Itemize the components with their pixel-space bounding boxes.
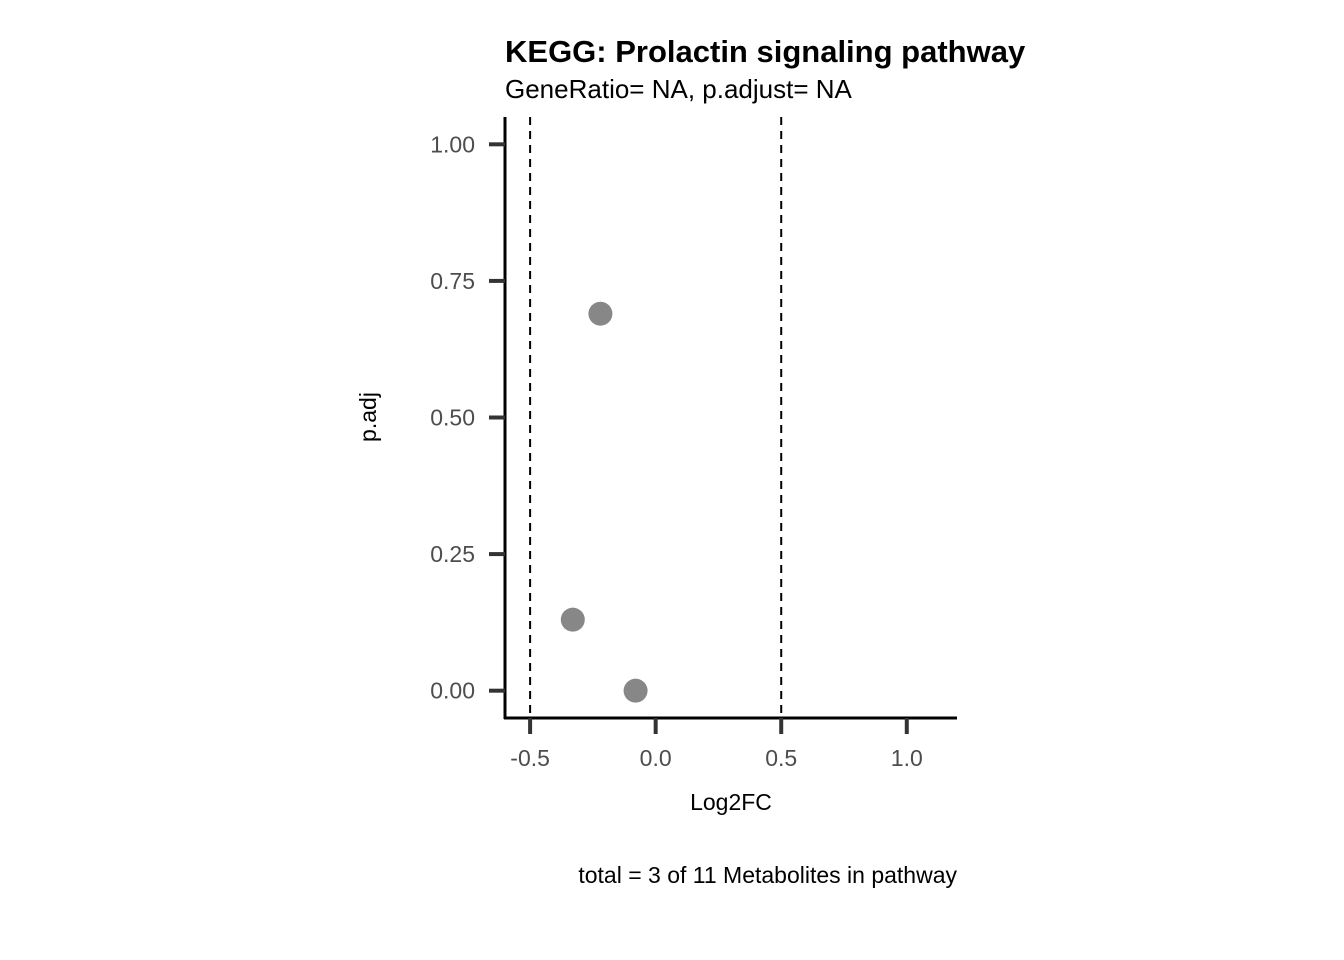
chart-title: KEGG: Prolactin signaling pathway [505, 34, 1026, 69]
chart-subtitle: GeneRatio= NA, p.adjust= NA [505, 74, 853, 104]
y-tick-label: 0.75 [430, 268, 475, 294]
y-axis-title: p.adj [355, 392, 381, 442]
y-tick-label: 0.25 [430, 541, 475, 567]
x-tick-label: -0.5 [510, 745, 550, 771]
x-tick-label: 0.5 [765, 745, 797, 771]
y-tick-label: 0.50 [430, 405, 475, 431]
x-tick-label: 1.0 [891, 745, 923, 771]
data-point [588, 301, 613, 326]
x-axis-title: Log2FC [690, 789, 772, 815]
data-point [623, 678, 648, 703]
y-tick-label: 0.00 [430, 678, 475, 704]
y-tick-label: 1.00 [430, 131, 475, 157]
chart-caption: total = 3 of 11 Metabolites in pathway [578, 862, 957, 888]
plot-area: 0.00 0.25 0.50 0.75 1.00 -0.5 0.0 0.5 1.0 [430, 117, 957, 771]
x-tick-label: 0.0 [640, 745, 672, 771]
data-point [560, 607, 585, 632]
